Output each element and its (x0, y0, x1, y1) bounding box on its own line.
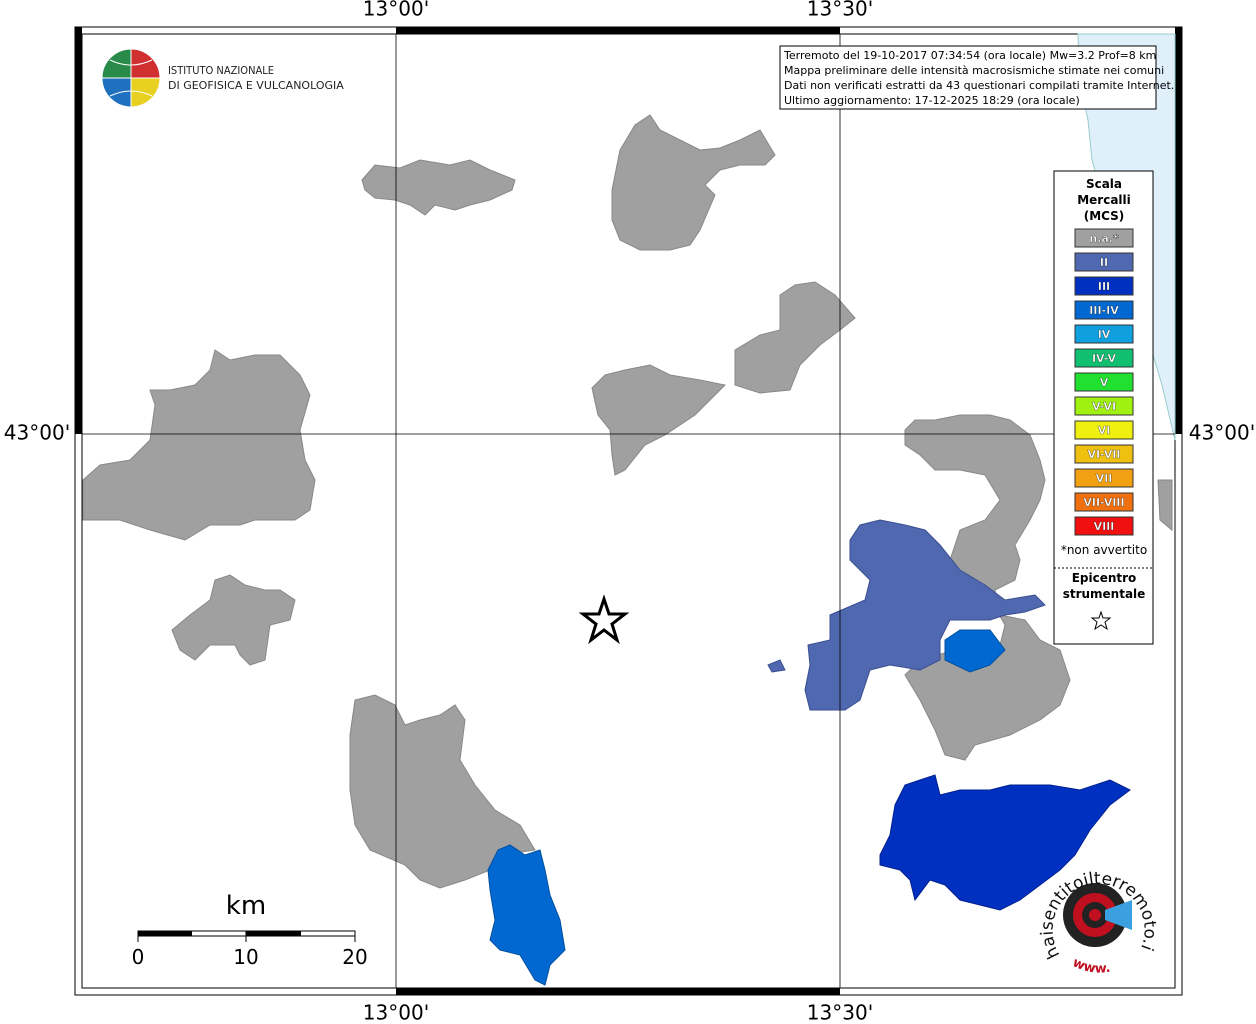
legend-label: II (1100, 256, 1108, 269)
legend-label: IV-V (1092, 352, 1117, 365)
legend-epicenter: strumentale (1063, 587, 1146, 601)
scale-bar: km 0 10 20 (132, 891, 368, 969)
legend-star (1090, 610, 1112, 631)
epicenter (578, 594, 630, 645)
info-line: Dati non verificati estratti da 43 quest… (784, 79, 1174, 92)
lon-label: 13°00' (363, 1001, 429, 1024)
legend-label: VI-VII (1087, 448, 1120, 461)
info-lines: Terremoto del 19-10-2017 07:34:54 (ora l… (783, 49, 1174, 107)
legend-swatch (1074, 516, 1134, 536)
legend-swatch (1074, 300, 1134, 320)
legend-label: VII (1096, 472, 1113, 485)
legend-note: *non avvertito (1061, 543, 1147, 557)
legend-title: Scala (1086, 177, 1122, 191)
lon-label: 13°30' (807, 1001, 873, 1024)
logo: ISTITUTO NAZIONALE DI GEOFISICA E VULCAN… (101, 48, 344, 108)
legend-swatch (1074, 348, 1134, 368)
frame-bar (75, 27, 82, 434)
scale-label: 0 (132, 945, 145, 969)
frame-bar (1175, 27, 1182, 434)
legend-swatch (1074, 468, 1134, 488)
legend-label: VII-VIII (1083, 496, 1124, 509)
legend-swatch (1074, 228, 1134, 248)
legend-swatch (1074, 492, 1134, 512)
legend-title: Mercalli (1077, 193, 1131, 207)
logo-text: ISTITUTO NAZIONALE (168, 64, 274, 77)
scale-unit: km (226, 891, 266, 921)
legend-title: (MCS) (1084, 209, 1125, 223)
legend-swatch (1074, 372, 1134, 392)
municipalities (82, 114, 1173, 986)
legend-label: VI (1098, 424, 1111, 437)
legend-label: n.a.* (1089, 232, 1119, 245)
lon-label: 13°30' (807, 0, 873, 21)
legend-label: VIII (1094, 520, 1115, 533)
lat-label: 43°00' (1189, 421, 1255, 445)
legend-label: III (1098, 280, 1110, 293)
legend-label: IV (1098, 328, 1111, 341)
lat-label: 43°00' (4, 421, 70, 445)
info-line: Terremoto del 19-10-2017 07:34:54 (ora l… (783, 49, 1156, 62)
legend-swatch (1074, 252, 1134, 272)
lon-label: 13°00' (363, 0, 429, 21)
legend-swatch (1074, 444, 1134, 464)
legend-label: V-VI (1092, 400, 1116, 413)
scale-label: 20 (342, 945, 367, 969)
logo-text: DI GEOFISICA E VULCANOLOGIA (168, 79, 344, 92)
legend-swatch (1074, 396, 1134, 416)
frame-bar (396, 988, 840, 995)
legend-swatch (1074, 420, 1134, 440)
frame-bar (396, 27, 840, 34)
legend-swatch (1074, 276, 1134, 296)
legend-label: V (1100, 376, 1109, 389)
scale-label: 10 (233, 945, 258, 969)
info-line: Ultimo aggiornamento: 17-12-2025 18:29 (… (784, 94, 1080, 107)
info-line: Mappa preliminare delle intensità macros… (784, 64, 1164, 77)
info-box (779, 45, 1157, 110)
legend-swatch (1074, 324, 1134, 344)
legend: ScalaMercalli(MCS)n.a.*IIIIIIII-IVIVIV-V… (1074, 177, 1134, 536)
legend-label: III-IV (1089, 304, 1119, 317)
legend-epicenter: Epicentro (1072, 571, 1137, 585)
